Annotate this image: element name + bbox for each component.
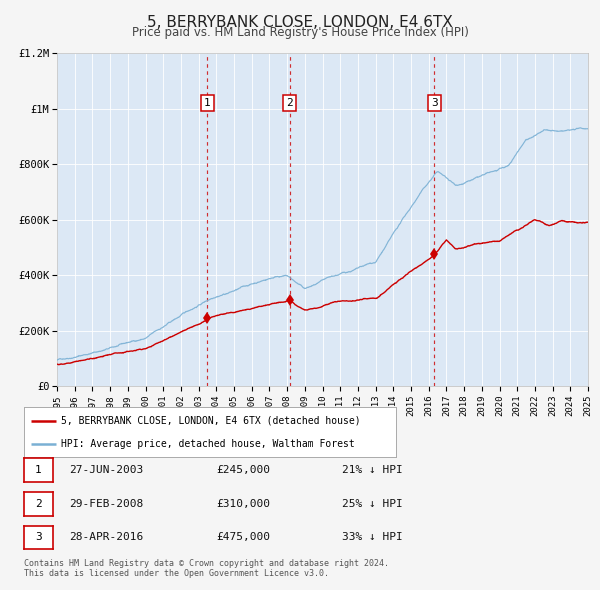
Text: This data is licensed under the Open Government Licence v3.0.: This data is licensed under the Open Gov… bbox=[24, 569, 329, 578]
Text: £245,000: £245,000 bbox=[216, 466, 270, 475]
Text: 29-FEB-2008: 29-FEB-2008 bbox=[69, 499, 143, 509]
Text: 1: 1 bbox=[35, 466, 42, 475]
Text: 2: 2 bbox=[35, 499, 42, 509]
Text: 1: 1 bbox=[204, 98, 211, 108]
Text: HPI: Average price, detached house, Waltham Forest: HPI: Average price, detached house, Walt… bbox=[61, 439, 355, 449]
Text: 5, BERRYBANK CLOSE, LONDON, E4 6TX (detached house): 5, BERRYBANK CLOSE, LONDON, E4 6TX (deta… bbox=[61, 415, 361, 425]
Text: Price paid vs. HM Land Registry's House Price Index (HPI): Price paid vs. HM Land Registry's House … bbox=[131, 26, 469, 39]
Text: 3: 3 bbox=[35, 533, 42, 542]
Text: 27-JUN-2003: 27-JUN-2003 bbox=[69, 466, 143, 475]
Text: 21% ↓ HPI: 21% ↓ HPI bbox=[342, 466, 403, 475]
Text: 3: 3 bbox=[431, 98, 438, 108]
Text: 28-APR-2016: 28-APR-2016 bbox=[69, 533, 143, 542]
Text: 5, BERRYBANK CLOSE, LONDON, E4 6TX: 5, BERRYBANK CLOSE, LONDON, E4 6TX bbox=[147, 15, 453, 30]
Text: 33% ↓ HPI: 33% ↓ HPI bbox=[342, 533, 403, 542]
Text: 2: 2 bbox=[287, 98, 293, 108]
Text: £475,000: £475,000 bbox=[216, 533, 270, 542]
Text: 25% ↓ HPI: 25% ↓ HPI bbox=[342, 499, 403, 509]
Text: £310,000: £310,000 bbox=[216, 499, 270, 509]
Text: Contains HM Land Registry data © Crown copyright and database right 2024.: Contains HM Land Registry data © Crown c… bbox=[24, 559, 389, 568]
